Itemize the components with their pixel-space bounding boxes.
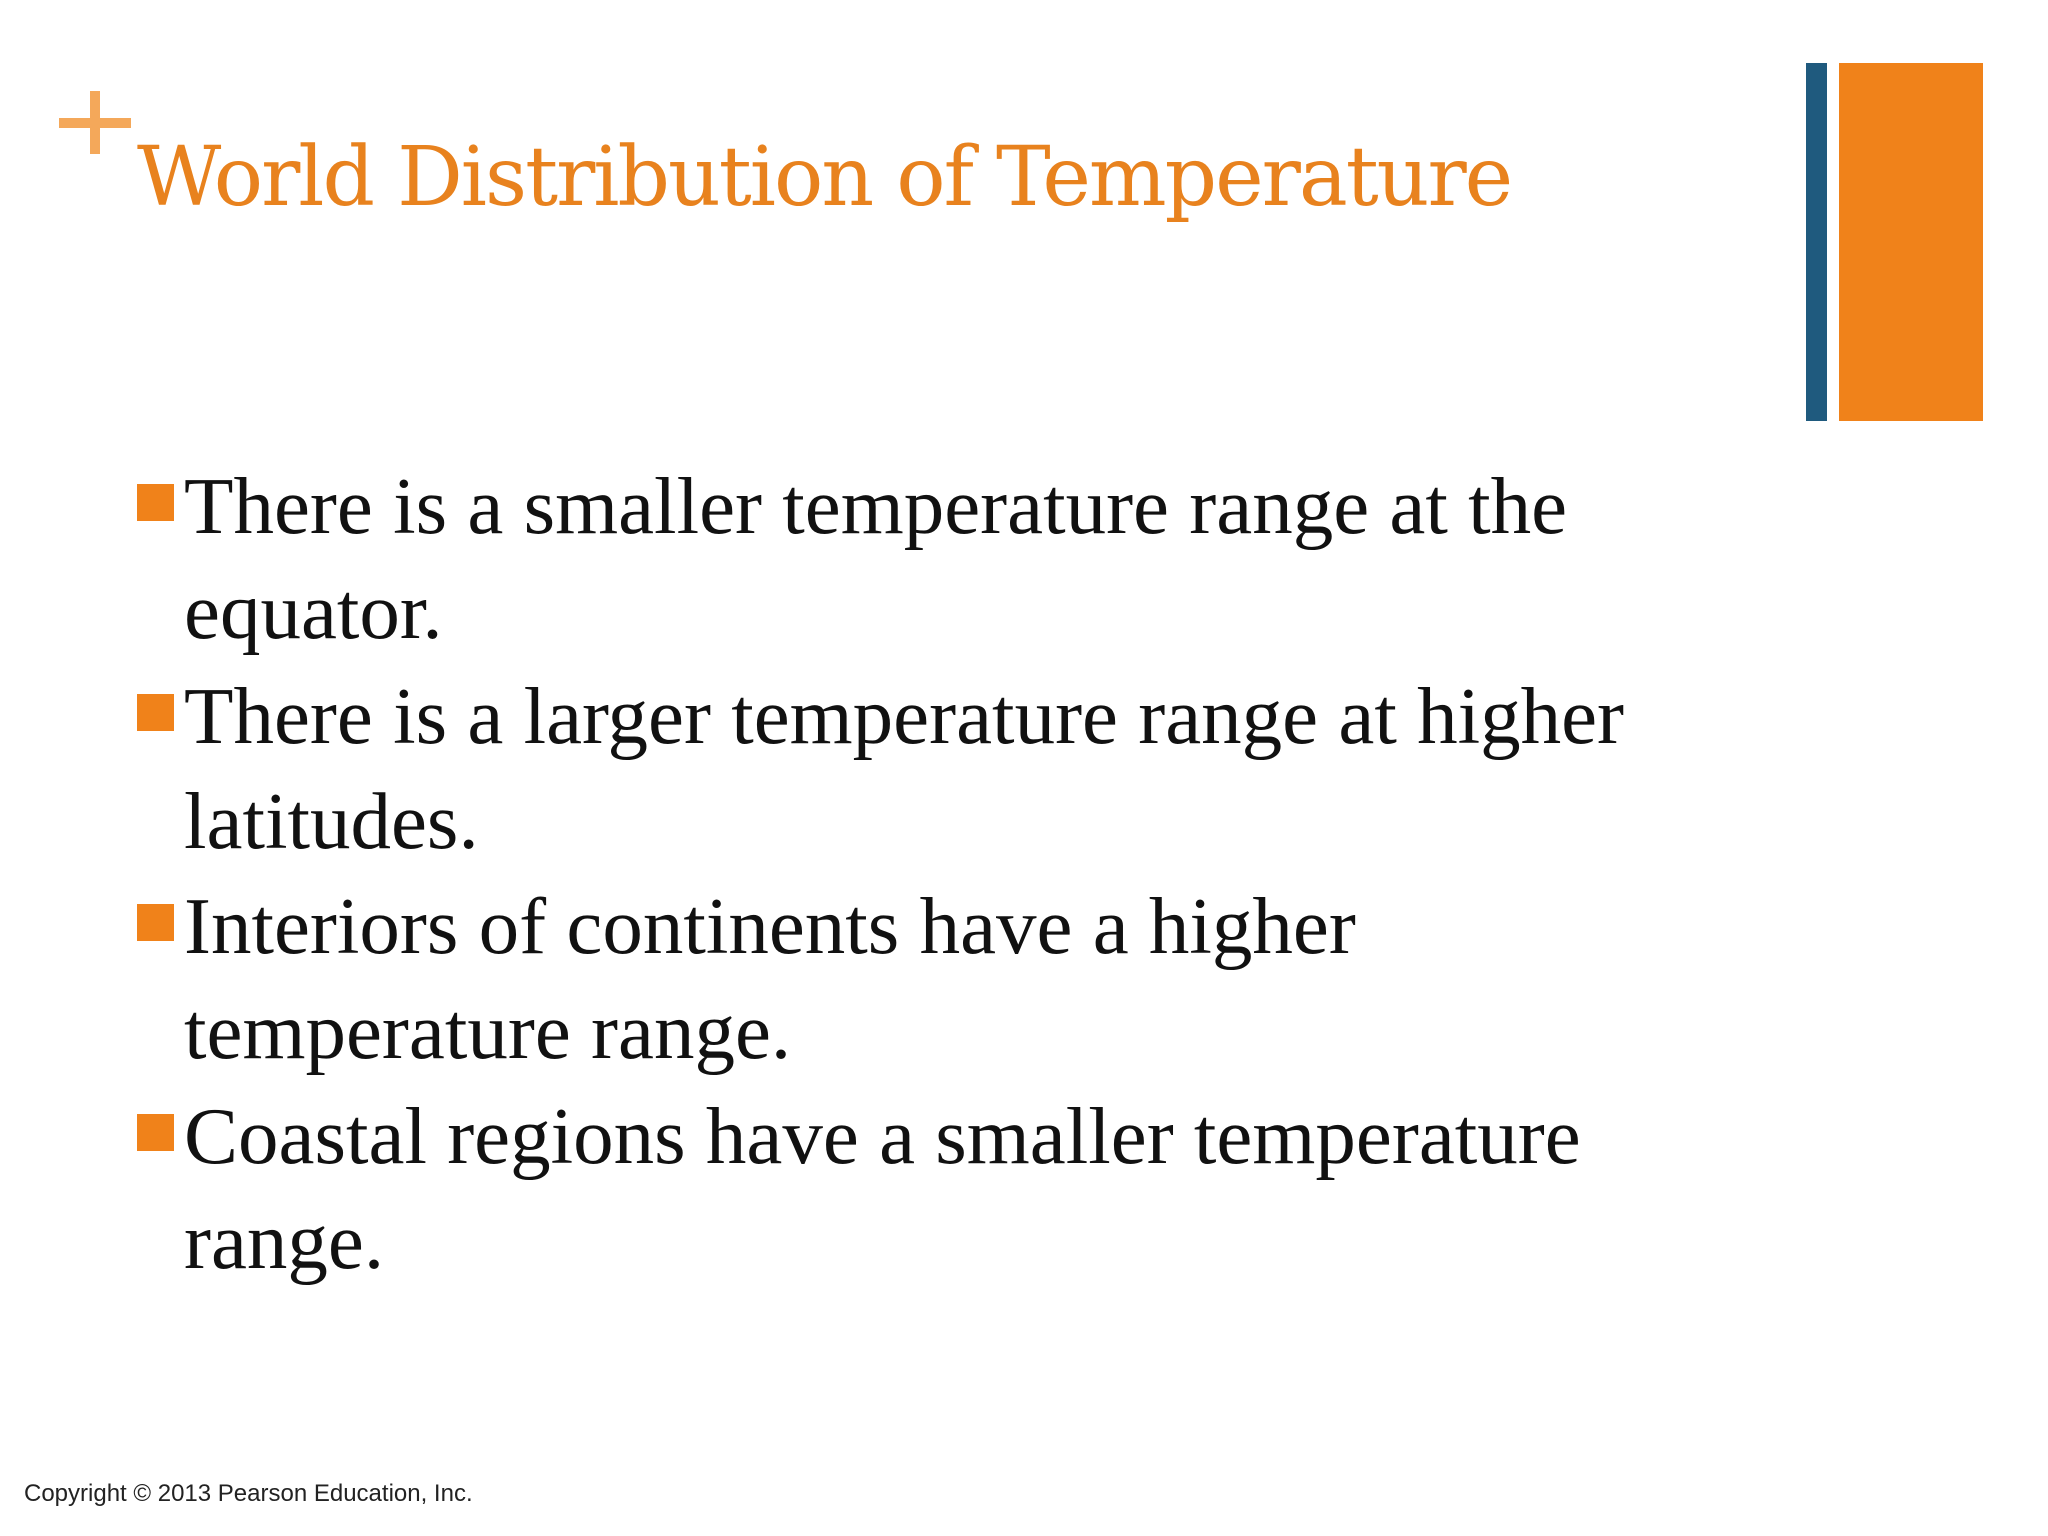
bullet-marker xyxy=(137,484,174,521)
bullet-list: There is a smaller temperature range at … xyxy=(137,454,1744,1294)
bullet-item: Interiors of continents have a higher te… xyxy=(137,874,1744,1084)
bullet-item: There is a smaller temperature range at … xyxy=(137,454,1744,664)
bullet-item: Coastal regions have a smaller temperatu… xyxy=(137,1084,1744,1294)
bullet-text: Coastal regions have a smaller temperatu… xyxy=(184,1091,1581,1286)
bullet-text: There is a smaller temperature range at … xyxy=(184,461,1568,656)
plus-decoration xyxy=(90,91,100,154)
bullet-text: There is a larger temperature range at h… xyxy=(184,671,1625,866)
copyright: Copyright © 2013 Pearson Education, Inc. xyxy=(24,1480,473,1507)
accent-block xyxy=(1839,63,1983,421)
accent-bar xyxy=(1806,63,1827,421)
bullet-marker xyxy=(137,904,174,941)
bullet-text: Interiors of continents have a higher te… xyxy=(184,881,1356,1076)
bullet-item: There is a larger temperature range at h… xyxy=(137,664,1744,874)
slide-title: World Distribution of Temperature xyxy=(137,130,1513,225)
bullet-marker xyxy=(137,694,174,731)
bullet-marker xyxy=(137,1114,174,1151)
